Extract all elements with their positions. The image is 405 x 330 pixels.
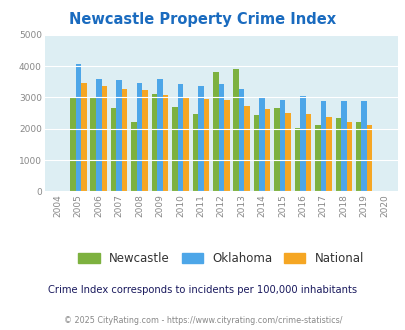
Bar bbox=[116, 80, 121, 191]
Text: Newcastle Property Crime Index: Newcastle Property Crime Index bbox=[69, 12, 336, 26]
Bar bbox=[162, 95, 168, 191]
Bar bbox=[340, 101, 346, 191]
Bar bbox=[122, 89, 127, 191]
Bar bbox=[305, 114, 311, 191]
Bar bbox=[70, 97, 75, 191]
Bar bbox=[279, 100, 285, 191]
Bar bbox=[177, 84, 183, 191]
Bar bbox=[294, 128, 299, 191]
Bar bbox=[136, 83, 142, 191]
Bar bbox=[239, 88, 244, 191]
Bar bbox=[274, 108, 279, 191]
Bar bbox=[244, 106, 249, 191]
Text: © 2025 CityRating.com - https://www.cityrating.com/crime-statistics/: © 2025 CityRating.com - https://www.city… bbox=[64, 316, 341, 325]
Bar bbox=[233, 69, 239, 191]
Bar bbox=[355, 122, 360, 191]
Bar bbox=[192, 114, 198, 191]
Bar bbox=[285, 113, 290, 191]
Bar bbox=[299, 96, 305, 191]
Bar bbox=[90, 98, 96, 191]
Bar bbox=[264, 109, 270, 191]
Bar bbox=[111, 108, 116, 191]
Bar bbox=[224, 100, 229, 191]
Bar bbox=[320, 101, 325, 191]
Bar bbox=[81, 83, 86, 191]
Bar bbox=[142, 89, 147, 191]
Bar bbox=[346, 122, 351, 191]
Bar bbox=[360, 101, 366, 191]
Bar bbox=[101, 86, 107, 191]
Text: Crime Index corresponds to incidents per 100,000 inhabitants: Crime Index corresponds to incidents per… bbox=[48, 285, 357, 295]
Bar bbox=[183, 98, 188, 191]
Bar bbox=[213, 72, 218, 191]
Legend: Newcastle, Oklahoma, National: Newcastle, Oklahoma, National bbox=[73, 248, 368, 270]
Bar bbox=[172, 107, 177, 191]
Bar bbox=[96, 79, 101, 191]
Bar bbox=[366, 125, 371, 191]
Bar bbox=[203, 99, 209, 191]
Bar bbox=[335, 118, 340, 191]
Bar bbox=[253, 115, 259, 191]
Bar bbox=[314, 125, 320, 191]
Bar bbox=[259, 97, 264, 191]
Bar bbox=[325, 117, 331, 191]
Bar bbox=[151, 94, 157, 191]
Bar bbox=[198, 86, 203, 191]
Bar bbox=[157, 79, 162, 191]
Bar bbox=[75, 64, 81, 191]
Bar bbox=[131, 122, 136, 191]
Bar bbox=[218, 84, 224, 191]
